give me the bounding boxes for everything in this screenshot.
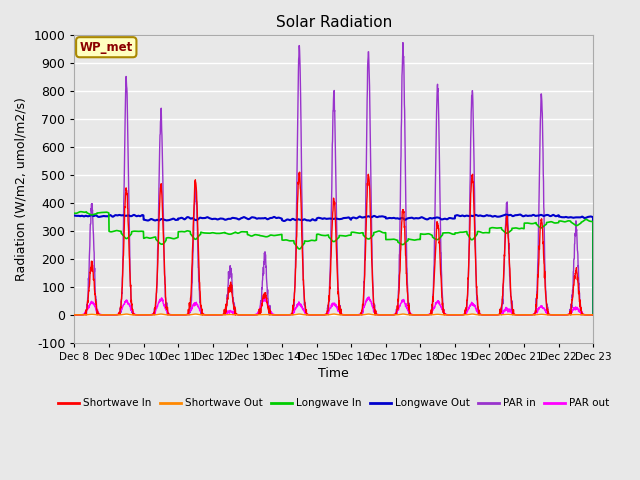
Text: WP_met: WP_met bbox=[79, 41, 133, 54]
Y-axis label: Radiation (W/m2, umol/m2/s): Radiation (W/m2, umol/m2/s) bbox=[15, 97, 28, 281]
Title: Solar Radiation: Solar Radiation bbox=[276, 15, 392, 30]
X-axis label: Time: Time bbox=[319, 367, 349, 381]
Legend: Shortwave In, Shortwave Out, Longwave In, Longwave Out, PAR in, PAR out: Shortwave In, Shortwave Out, Longwave In… bbox=[54, 394, 614, 412]
